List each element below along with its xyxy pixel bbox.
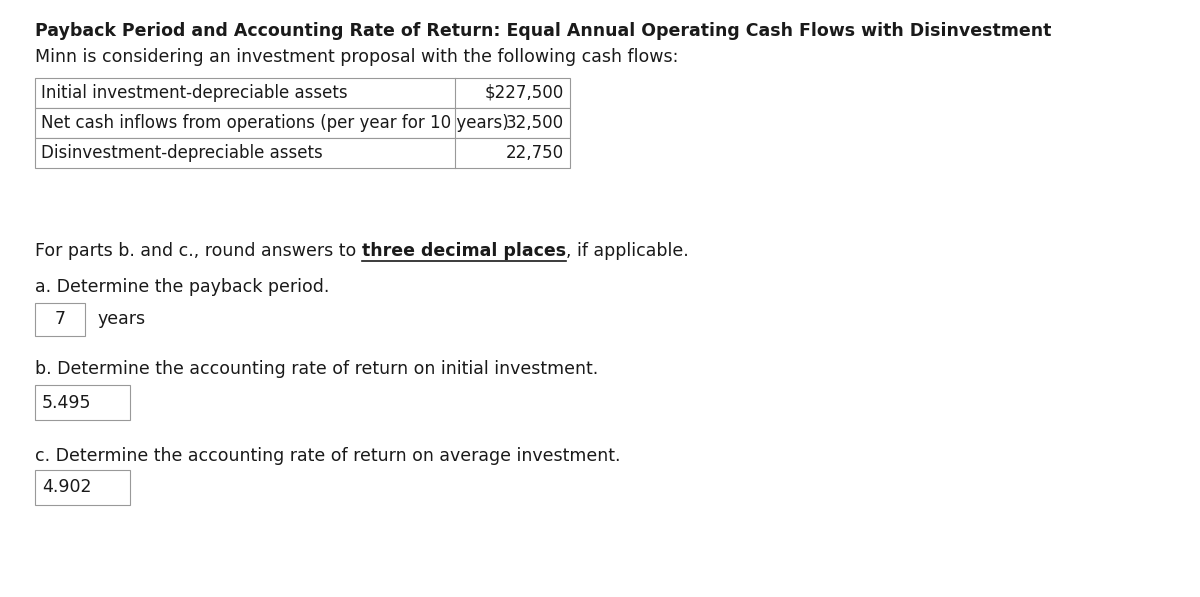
Text: a. Determine the payback period.: a. Determine the payback period. [35,278,329,296]
Text: Initial investment-depreciable assets: Initial investment-depreciable assets [41,84,348,102]
Text: , if applicable.: , if applicable. [566,242,689,260]
Text: three decimal places: three decimal places [361,242,566,260]
Text: b. Determine the accounting rate of return on initial investment.: b. Determine the accounting rate of retu… [35,360,599,378]
Text: 5.495: 5.495 [42,393,91,411]
Bar [35,385,130,420]
Bar [35,303,85,336]
Text: Minn is considering an investment proposal with the following cash flows:: Minn is considering an investment propos… [35,48,678,66]
Text: 22,750: 22,750 [506,144,564,162]
Text: 7: 7 [54,310,66,328]
Text: 32,500: 32,500 [506,114,564,132]
Bar [35,138,570,168]
Text: Disinvestment-depreciable assets: Disinvestment-depreciable assets [41,144,323,162]
Text: c. Determine the accounting rate of return on average investment.: c. Determine the accounting rate of retu… [35,447,620,465]
Text: Payback Period and Accounting Rate of Return: Equal Annual Operating Cash Flows : Payback Period and Accounting Rate of Re… [35,22,1051,40]
Bar [35,78,570,108]
Bar [35,470,130,505]
Text: For parts b. and c., round answers to: For parts b. and c., round answers to [35,242,361,260]
Text: years: years [97,310,145,328]
Text: Net cash inflows from operations (per year for 10 years): Net cash inflows from operations (per ye… [41,114,509,132]
Text: 4.902: 4.902 [42,479,91,497]
Bar [35,108,570,138]
Text: $227,500: $227,500 [485,84,564,102]
